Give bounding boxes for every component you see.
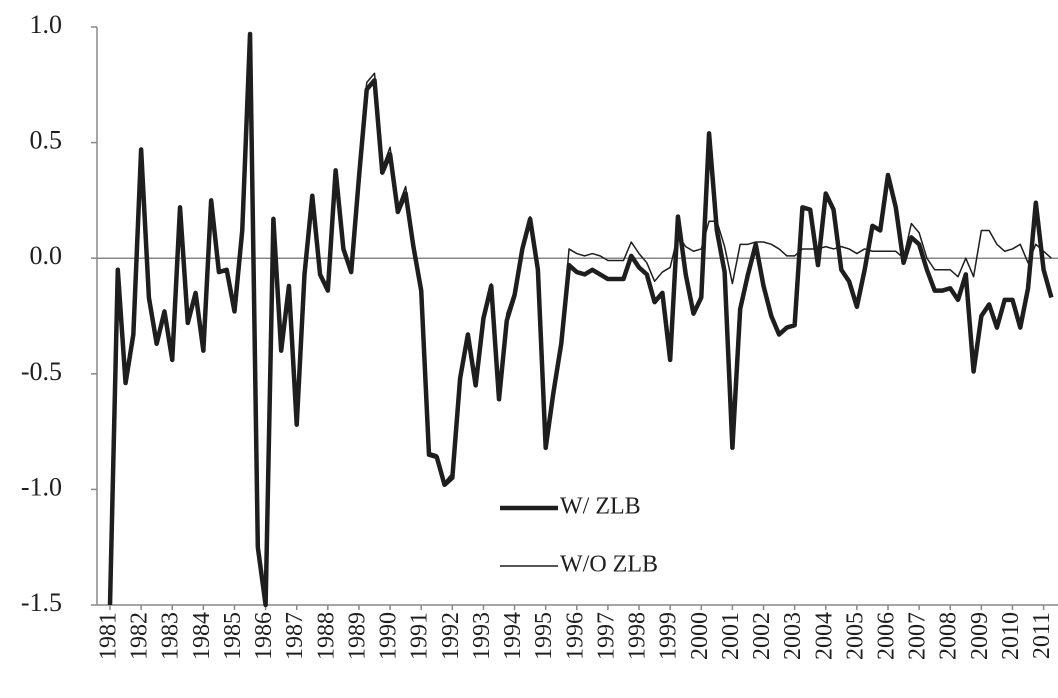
- x-tick-label: 1990: [376, 612, 402, 660]
- x-tick-label: 1997: [593, 612, 619, 660]
- x-tick-label: 1996: [562, 612, 588, 660]
- x-tick-label: 1985: [220, 612, 246, 660]
- x-tick-label: 2008: [936, 612, 962, 660]
- x-tick-label: 1993: [469, 612, 495, 660]
- x-tick-label: 2006: [874, 612, 900, 660]
- y-tick-label: 0.0: [30, 241, 63, 270]
- y-tick-label: -1.0: [21, 472, 62, 501]
- x-tick-label: 1994: [500, 612, 526, 660]
- x-tick-label: 1982: [127, 612, 153, 660]
- y-tick-label: 0.5: [30, 126, 63, 155]
- x-tick-label: 2009: [967, 612, 993, 660]
- legend-label: W/ ZLB: [560, 494, 641, 520]
- x-tick-label: 1998: [625, 612, 651, 660]
- x-tick-label: 1999: [656, 612, 682, 660]
- y-tick-label: -1.5: [21, 588, 62, 617]
- x-tick-label: 1984: [189, 612, 215, 660]
- x-tick-label: 2002: [749, 612, 775, 660]
- x-tick-label: 1987: [282, 612, 308, 660]
- x-tick-label: 1992: [438, 612, 464, 660]
- x-tick-label: 2001: [718, 612, 744, 660]
- y-tick-label: -0.5: [21, 357, 62, 386]
- x-tick-label: 2004: [811, 612, 837, 660]
- legend-label: W/O ZLB: [560, 552, 658, 578]
- series-line: [109, 33, 1052, 606]
- x-tick-label: 2011: [1029, 612, 1055, 659]
- x-tick-label: 1983: [158, 612, 184, 660]
- x-tick-label: 2000: [687, 612, 713, 660]
- x-tick-label: 2005: [842, 612, 868, 660]
- x-tick-label: 2003: [780, 612, 806, 660]
- x-tick-label: 1981: [96, 612, 122, 660]
- x-tick-label: 2007: [905, 612, 931, 660]
- x-tick-label: 1988: [313, 612, 339, 660]
- x-tick-label: 2010: [998, 612, 1024, 660]
- x-tick-label: 1995: [531, 612, 557, 660]
- y-tick-label: 1.0: [30, 10, 63, 39]
- x-tick-label: 1989: [344, 612, 370, 660]
- x-tick-label: 1986: [251, 612, 277, 660]
- x-tick-label: 1991: [407, 612, 433, 660]
